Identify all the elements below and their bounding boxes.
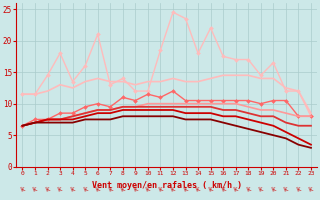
Text: k: k [120, 186, 126, 193]
Text: k: k [182, 186, 188, 193]
Text: k: k [195, 186, 201, 193]
Text: k: k [308, 186, 314, 193]
Text: k: k [57, 186, 63, 193]
Text: k: k [70, 186, 76, 193]
Text: k: k [95, 186, 101, 193]
Text: k: k [170, 186, 176, 193]
Text: k: k [32, 186, 38, 193]
Text: k: k [145, 186, 151, 193]
Text: k: k [270, 186, 276, 193]
X-axis label: Vent moyen/en rafales ( km/h ): Vent moyen/en rafales ( km/h ) [92, 181, 242, 190]
Text: k: k [220, 186, 226, 193]
Text: k: k [44, 186, 51, 193]
Text: k: k [20, 186, 25, 193]
Text: k: k [107, 186, 113, 193]
Text: k: k [295, 186, 301, 193]
Text: k: k [245, 186, 251, 193]
Text: k: k [283, 186, 289, 193]
Text: k: k [132, 186, 138, 193]
Text: k: k [82, 186, 88, 193]
Text: k: k [258, 186, 264, 193]
Text: k: k [233, 186, 239, 193]
Text: k: k [208, 186, 213, 193]
Text: k: k [157, 186, 164, 193]
